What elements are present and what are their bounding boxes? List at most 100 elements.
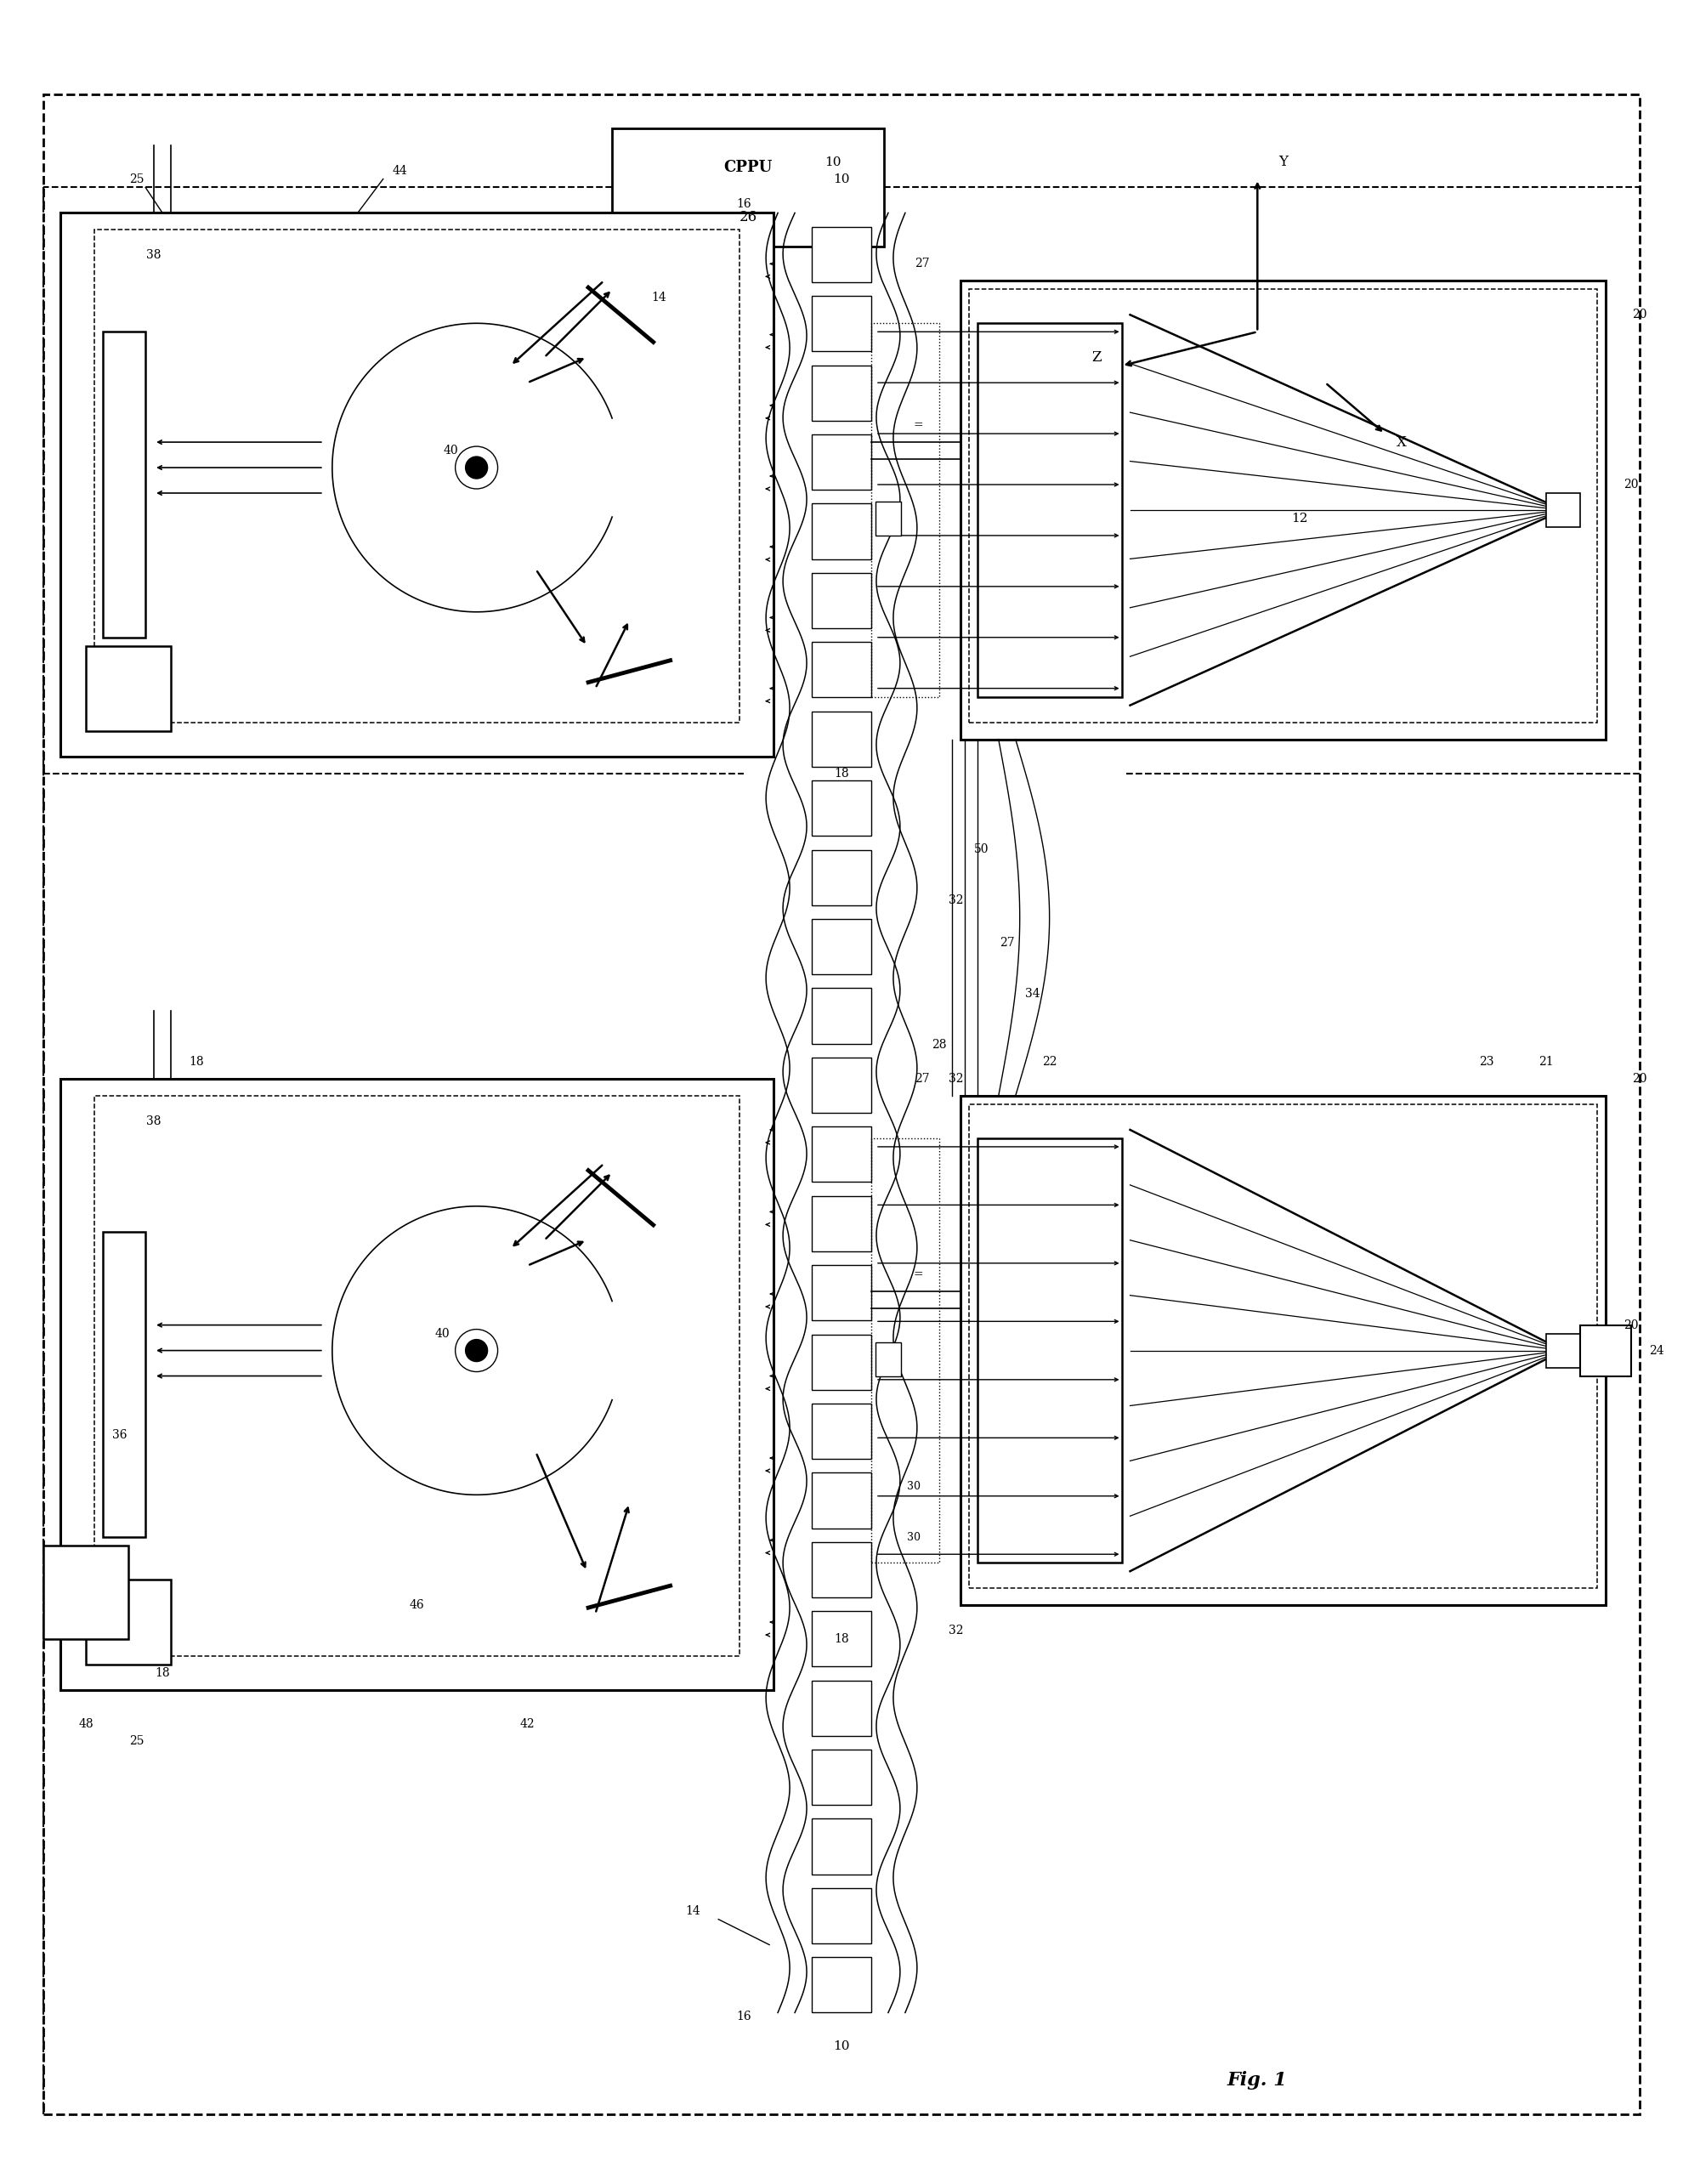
Bar <box>103 332 145 638</box>
Text: Z: Z <box>1091 349 1101 365</box>
Text: 46: 46 <box>409 1599 424 1612</box>
Bar <box>978 1138 1121 1564</box>
Bar <box>811 1957 872 2014</box>
Bar <box>811 850 872 904</box>
Text: 48: 48 <box>79 1719 94 1730</box>
Text: 18: 18 <box>835 1634 848 1645</box>
Bar <box>811 1749 872 1804</box>
Text: 32: 32 <box>949 1072 964 1085</box>
Bar <box>103 1232 145 1538</box>
Circle shape <box>466 456 488 478</box>
Circle shape <box>466 1339 488 1361</box>
Text: 16: 16 <box>737 199 751 210</box>
Bar <box>1547 494 1580 526</box>
Bar <box>811 1472 872 1529</box>
Text: 42: 42 <box>520 1719 535 1730</box>
Bar <box>811 780 872 836</box>
Bar <box>969 288 1597 723</box>
Text: 20: 20 <box>1633 308 1648 321</box>
Text: 12: 12 <box>1291 513 1308 524</box>
Bar <box>94 229 739 723</box>
Bar <box>961 1096 1606 1605</box>
Text: Fig. 1: Fig. 1 <box>1227 2070 1287 2090</box>
Bar <box>811 572 872 629</box>
Text: 23: 23 <box>1479 1055 1495 1068</box>
Text: 40: 40 <box>436 1328 449 1339</box>
Text: 10: 10 <box>833 173 850 186</box>
Text: 40: 40 <box>444 446 458 456</box>
Text: 27: 27 <box>914 1072 929 1085</box>
Bar <box>811 712 872 767</box>
Bar <box>811 642 872 697</box>
Bar <box>811 1057 872 1114</box>
Text: 30: 30 <box>907 1481 921 1492</box>
Bar <box>44 1546 128 1640</box>
Bar <box>872 323 939 697</box>
Text: 30: 30 <box>907 1531 921 1542</box>
Text: 18: 18 <box>835 767 848 780</box>
Bar <box>811 1889 872 1944</box>
Text: 14: 14 <box>685 1904 700 1918</box>
Text: 10: 10 <box>833 2040 850 2053</box>
Text: 50: 50 <box>974 843 990 856</box>
Bar <box>811 1679 872 1736</box>
Bar <box>86 1579 172 1664</box>
Bar <box>613 129 884 247</box>
Bar <box>811 505 872 559</box>
Bar <box>872 1138 939 1564</box>
Bar <box>61 212 774 756</box>
Text: 36: 36 <box>113 1431 128 1441</box>
Bar <box>811 435 872 489</box>
Bar <box>61 1079 774 1690</box>
Bar <box>811 1197 872 1251</box>
Text: 25: 25 <box>130 173 145 186</box>
Text: 18: 18 <box>155 1666 170 1679</box>
Bar <box>811 1334 872 1389</box>
Text: =: = <box>912 419 922 430</box>
Bar <box>1547 1334 1580 1367</box>
Bar <box>875 1341 900 1376</box>
Text: 32: 32 <box>949 1625 964 1636</box>
Text: =: = <box>912 1269 922 1280</box>
Text: 20: 20 <box>1624 1319 1638 1330</box>
Bar <box>1580 1326 1631 1376</box>
Bar <box>811 1127 872 1182</box>
Bar <box>978 323 1121 697</box>
Bar <box>811 1819 872 1874</box>
Text: 32: 32 <box>949 895 964 906</box>
Bar <box>86 646 172 732</box>
Text: 26: 26 <box>739 210 757 225</box>
Text: 18: 18 <box>188 1055 204 1068</box>
Bar <box>811 1404 872 1459</box>
Bar <box>811 1542 872 1597</box>
Bar <box>811 987 872 1044</box>
Text: 27: 27 <box>1000 937 1015 950</box>
Text: 10: 10 <box>825 155 842 168</box>
Text: 28: 28 <box>932 1040 946 1051</box>
Text: X: X <box>1397 435 1407 450</box>
Text: 34: 34 <box>1025 987 1040 1000</box>
Text: Y: Y <box>1277 155 1287 168</box>
Bar <box>811 227 872 282</box>
Text: 24: 24 <box>1649 1345 1664 1356</box>
Bar <box>961 282 1606 738</box>
Text: 27: 27 <box>914 258 929 271</box>
Text: 22: 22 <box>1042 1055 1057 1068</box>
Bar <box>811 919 872 974</box>
Text: 38: 38 <box>146 249 162 262</box>
Text: 16: 16 <box>737 2011 751 2022</box>
Text: 14: 14 <box>651 293 666 304</box>
Text: 25: 25 <box>130 1734 145 1747</box>
Text: 44: 44 <box>392 164 407 177</box>
Bar <box>811 1612 872 1666</box>
Bar <box>811 1265 872 1321</box>
Bar <box>94 1096 739 1655</box>
Bar <box>875 502 900 535</box>
Text: 20: 20 <box>1624 478 1638 491</box>
Bar <box>811 297 872 352</box>
Text: CPPU: CPPU <box>724 159 772 175</box>
Bar <box>969 1105 1597 1588</box>
Text: 38: 38 <box>146 1116 162 1127</box>
Text: 20: 20 <box>1633 1072 1648 1085</box>
Text: 21: 21 <box>1538 1055 1553 1068</box>
